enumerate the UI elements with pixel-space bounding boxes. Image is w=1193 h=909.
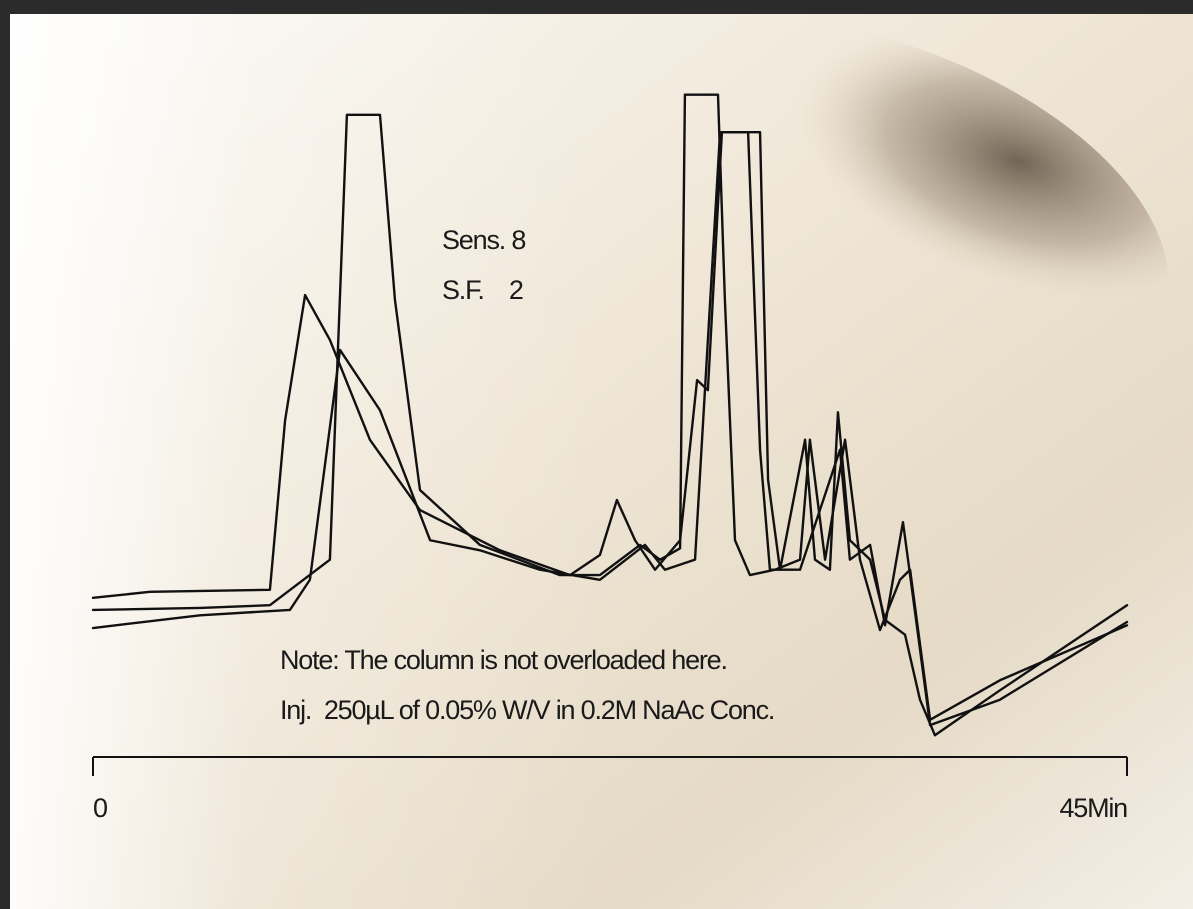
annotation: S.F. 2 (442, 275, 523, 305)
background-fade (10, 14, 610, 909)
trace (91, 93, 1129, 721)
annotation: Note: The column is not overloaded here. (280, 645, 727, 675)
annotation: Sens. 8 (442, 225, 525, 255)
plot-area (91, 93, 1129, 737)
background-shape (531, 14, 1169, 406)
x-tick-label: 45Min (1059, 793, 1127, 823)
trace (91, 131, 1129, 727)
annotation: Inj. 250µL of 0.05% W/V in 0.2M NaAc Con… (280, 695, 774, 725)
x-tick-label: 0 (93, 793, 107, 823)
